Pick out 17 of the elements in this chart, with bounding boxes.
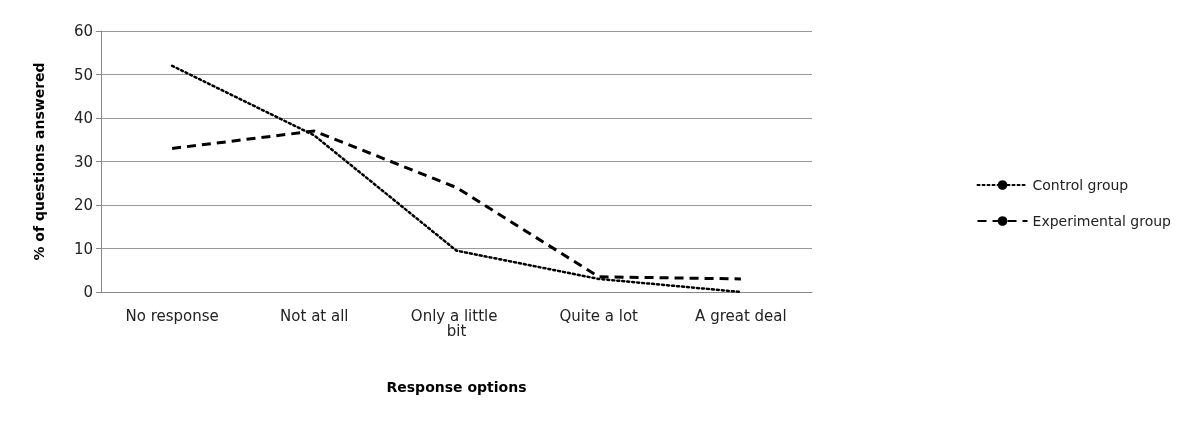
line-series [170,64,743,294]
y-tick-label: 20 [73,196,93,214]
x-tick-label: A great deal [695,306,787,325]
y-tick-label: 60 [73,22,93,40]
y-axis-title: % of questions answered [31,62,47,261]
y-tick-label: 30 [73,152,93,171]
legend-label: Control group [1032,177,1129,193]
x-tick-label: No response [125,306,219,325]
x-axis-title: Response options [386,379,527,395]
x-tick-label: Quite a lot [559,306,639,325]
x-tick-label: Not at all [280,306,349,325]
y-tick-label: 40 [73,109,93,127]
y-tick-label: 10 [73,239,93,258]
y-tick-label: 0 [83,283,93,301]
legend-label: Experimental group [1032,213,1172,229]
x-tick-label: Only a little bit [410,306,503,340]
y-tick-label: 50 [73,65,93,84]
